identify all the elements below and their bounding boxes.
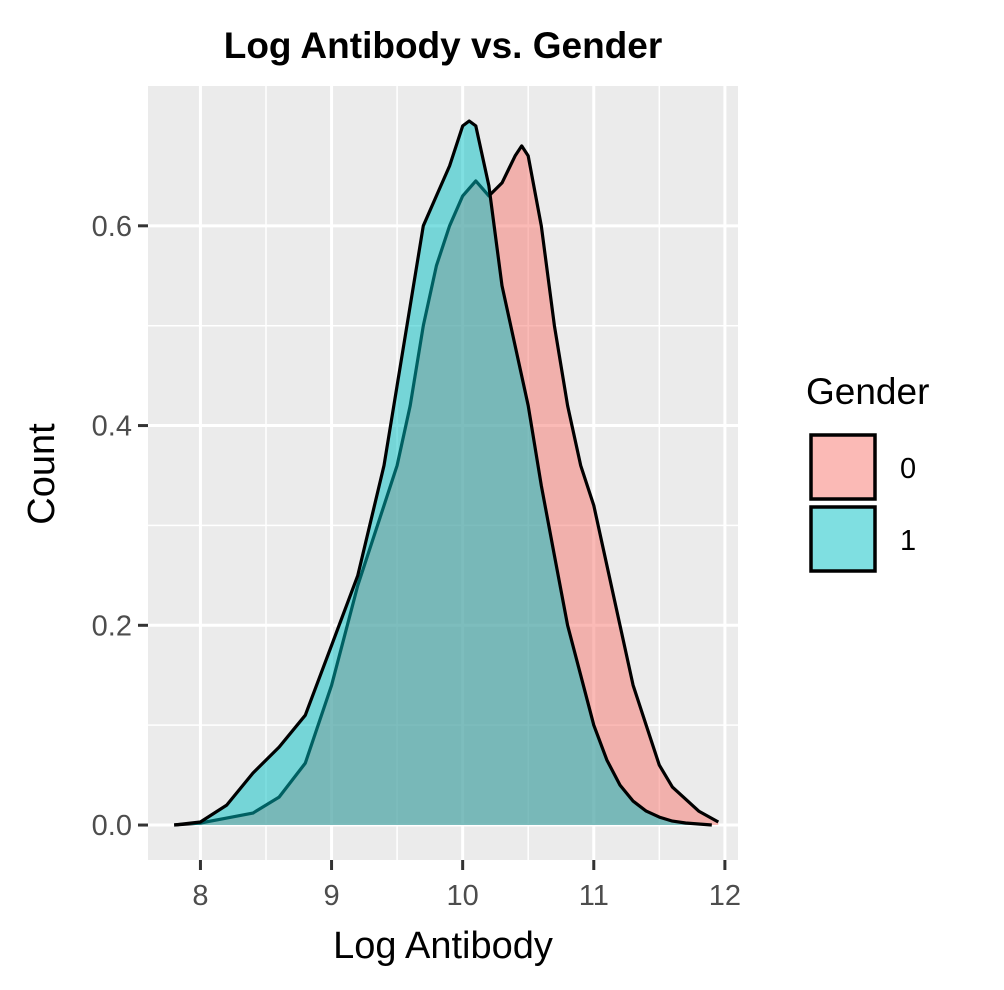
chart-title: Log Antibody vs. Gender — [224, 25, 663, 66]
y-tick-label: 0.0 — [92, 810, 132, 842]
y-tick-label: 0.6 — [92, 211, 132, 243]
x-axis: 8 9 10 11 12 — [192, 860, 741, 912]
y-axis: 0.0 0.2 0.4 0.6 — [92, 211, 148, 842]
y-axis-title: Count — [21, 423, 63, 525]
y-tick-label: 0.2 — [92, 610, 132, 642]
legend-label-gender-1: 1 — [900, 525, 916, 557]
density-area-gender-1 — [174, 121, 712, 825]
legend: Gender 0 1 — [806, 371, 929, 573]
legend-key-gender-0 — [809, 433, 877, 501]
legend-title: Gender — [806, 371, 929, 412]
legend-key-gender-1 — [809, 505, 877, 573]
y-tick-label: 0.4 — [92, 411, 132, 443]
x-axis-title: Log Antibody — [333, 925, 553, 967]
x-tick-label: 8 — [192, 880, 208, 912]
legend-label-gender-0: 0 — [900, 453, 916, 485]
x-tick-label: 12 — [709, 880, 741, 912]
density-outline-gender-1 — [174, 119, 712, 827]
x-tick-label: 9 — [323, 880, 339, 912]
plot-panel — [148, 86, 738, 860]
x-tick-label: 10 — [447, 880, 479, 912]
x-tick-label: 11 — [579, 880, 609, 912]
